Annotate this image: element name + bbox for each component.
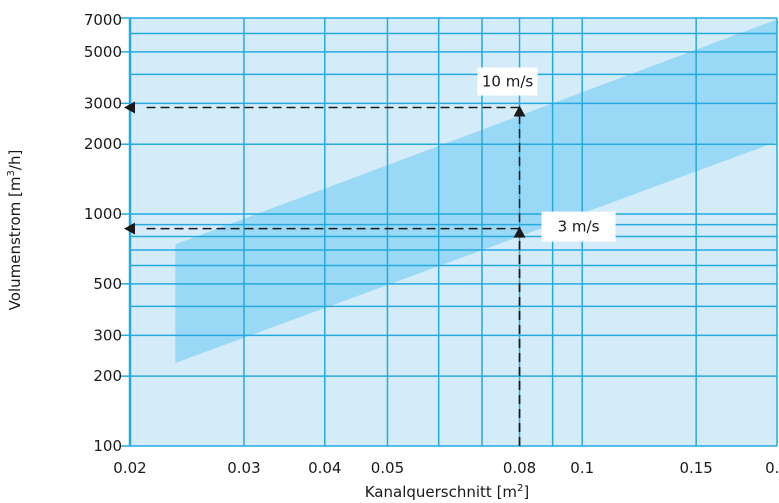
annotation-arrow-up (513, 226, 526, 238)
x-tick-label: 0.1 (570, 459, 594, 477)
annotation-arrow-up (513, 105, 526, 117)
velocity-band-area (175, 19, 777, 363)
annotation-label-box (541, 211, 616, 242)
y-tick-label: 200 (93, 367, 122, 385)
x-tick-label: 0.15 (679, 459, 712, 477)
annotation-label-box (477, 67, 538, 96)
x-tick-label: 0.05 (371, 459, 404, 477)
x-tick-label: 0.02 (113, 459, 146, 477)
annotation: 10 m/s (144, 67, 538, 446)
annotation: 3 m/s (144, 211, 616, 446)
annotation-label: 3 m/s (558, 218, 600, 236)
annotation-arrow-left (124, 222, 135, 235)
x-tick-labels: 0.02 0.03 0.04 0.05 0.08 0.1 0.15 0.2 (113, 459, 779, 477)
x-axis-title: Kanalquerschnitt [m2] (365, 483, 530, 501)
y-tick-label: 300 (93, 326, 122, 344)
x-tick-label: 0.03 (227, 459, 260, 477)
y-tick-label: 3000 (84, 94, 122, 112)
x-tick-label: 0.08 (503, 459, 536, 477)
y-tick-label: 5000 (84, 43, 122, 61)
y-tick-label: 2000 (84, 135, 122, 153)
x-tick-label: 0.2 (765, 459, 779, 477)
annotation-label: 10 m/s (482, 72, 534, 90)
annotation-arrow-left (124, 101, 135, 114)
y-tick-label: 100 (93, 437, 122, 455)
velocity-band (175, 19, 777, 363)
y-axis-title: Volumenstrom [m3/h] (6, 150, 24, 311)
y-tick-labels: 100 200 300 500 1000 2000 3000 5000 7000 (84, 11, 122, 455)
y-tick-label: 7000 (84, 11, 122, 29)
y-tick-label: 500 (93, 275, 122, 293)
x-tick-label: 0.04 (308, 459, 341, 477)
gridlines (120, 17, 778, 447)
y-tick-label: 1000 (84, 205, 122, 223)
annotations: 10 m/s 3 m/s (124, 67, 616, 446)
